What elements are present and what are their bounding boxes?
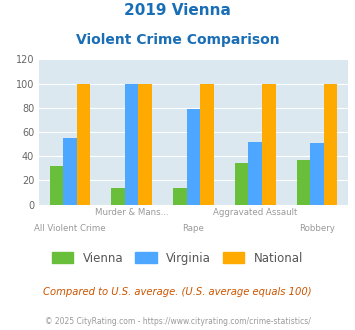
Legend: Vienna, Virginia, National: Vienna, Virginia, National bbox=[48, 247, 307, 269]
Bar bbox=[111, 188, 125, 205]
Bar bbox=[310, 143, 324, 205]
Text: Aggravated Assault: Aggravated Assault bbox=[213, 208, 297, 217]
Text: Murder & Mans...: Murder & Mans... bbox=[95, 208, 169, 217]
Text: All Violent Crime: All Violent Crime bbox=[34, 224, 106, 233]
Bar bbox=[50, 166, 63, 205]
Bar bbox=[138, 83, 152, 205]
Text: Violent Crime Comparison: Violent Crime Comparison bbox=[76, 33, 279, 47]
Bar bbox=[77, 83, 90, 205]
Bar bbox=[248, 142, 262, 205]
Bar bbox=[200, 83, 214, 205]
Text: Robbery: Robbery bbox=[299, 224, 335, 233]
Bar bbox=[297, 160, 310, 205]
Text: Rape: Rape bbox=[182, 224, 204, 233]
Bar bbox=[173, 188, 187, 205]
Bar bbox=[187, 109, 200, 205]
Text: Compared to U.S. average. (U.S. average equals 100): Compared to U.S. average. (U.S. average … bbox=[43, 287, 312, 297]
Bar bbox=[262, 83, 275, 205]
Text: 2019 Vienna: 2019 Vienna bbox=[124, 3, 231, 18]
Bar bbox=[125, 83, 138, 205]
Text: © 2025 CityRating.com - https://www.cityrating.com/crime-statistics/: © 2025 CityRating.com - https://www.city… bbox=[45, 317, 310, 326]
Bar bbox=[324, 83, 337, 205]
Bar bbox=[235, 163, 248, 205]
Bar bbox=[63, 138, 77, 205]
